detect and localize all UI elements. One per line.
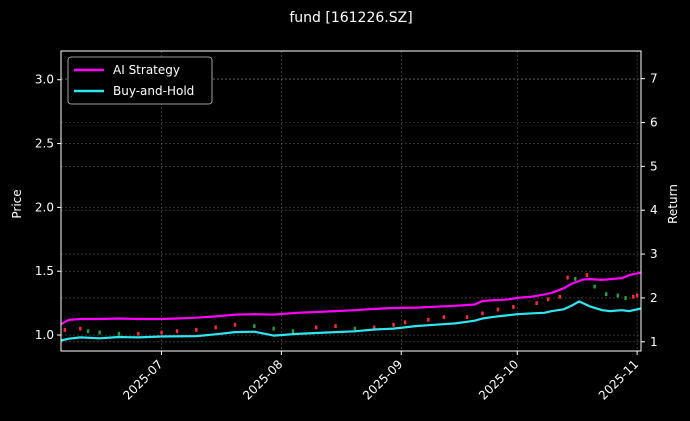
candle bbox=[593, 284, 596, 289]
candle bbox=[403, 320, 407, 325]
series-line-buy-and-hold bbox=[60, 300, 642, 342]
left-ticks: 1.0 1.5 2.0 2.5 3.0 bbox=[35, 73, 61, 342]
x-tick-label: 2025-11 bbox=[596, 357, 641, 402]
legend: AI Strategy Buy-and-Hold bbox=[67, 56, 213, 105]
candle bbox=[272, 326, 275, 331]
candle bbox=[253, 324, 256, 329]
candle bbox=[547, 297, 550, 302]
candle bbox=[558, 294, 561, 299]
candle bbox=[481, 311, 484, 316]
left-tick-label: 2.5 bbox=[35, 137, 54, 151]
candle bbox=[496, 307, 500, 312]
right-tick-label: 6 bbox=[650, 115, 658, 129]
left-axis-title: Price bbox=[10, 189, 24, 218]
candle bbox=[233, 322, 237, 327]
x-tick-label: 2025-08 bbox=[240, 357, 285, 402]
candle bbox=[98, 330, 101, 335]
candle bbox=[334, 324, 337, 329]
right-tick-label: 4 bbox=[650, 203, 658, 217]
candle bbox=[291, 329, 295, 334]
right-ticks: 1 2 3 4 5 6 7 bbox=[641, 72, 658, 349]
candle bbox=[117, 331, 121, 336]
candle bbox=[214, 325, 217, 330]
candle bbox=[624, 296, 627, 300]
right-tick-label: 2 bbox=[650, 291, 658, 305]
left-tick-label: 3.0 bbox=[35, 73, 54, 87]
series-line-ai-strategy bbox=[60, 271, 642, 326]
left-tick-label: 2.0 bbox=[35, 200, 54, 214]
candle bbox=[535, 301, 538, 306]
candle bbox=[195, 328, 198, 332]
gridlines bbox=[61, 51, 641, 351]
right-tick-label: 1 bbox=[650, 335, 658, 349]
candle bbox=[574, 276, 577, 281]
candle bbox=[632, 294, 635, 299]
right-tick-label: 3 bbox=[650, 247, 658, 261]
chart-title: fund [161226.SZ] bbox=[289, 10, 412, 26]
candles bbox=[63, 273, 639, 336]
candle bbox=[63, 328, 67, 332]
candle bbox=[160, 330, 163, 335]
legend-label: AI Strategy bbox=[113, 63, 180, 77]
plot-border bbox=[60, 50, 642, 352]
right-tick-label: 7 bbox=[650, 72, 658, 86]
candle bbox=[315, 325, 318, 330]
candle bbox=[616, 293, 619, 298]
candle bbox=[442, 315, 445, 320]
x-tick-label: 2025-09 bbox=[360, 357, 405, 402]
candle bbox=[635, 293, 639, 298]
right-axis-title: Return bbox=[666, 184, 680, 224]
candle bbox=[373, 325, 376, 330]
candle bbox=[566, 275, 569, 280]
candle bbox=[585, 273, 589, 277]
plot-frame bbox=[60, 50, 642, 352]
left-tick-label: 1.0 bbox=[35, 328, 54, 342]
candle bbox=[137, 331, 140, 336]
candle bbox=[79, 326, 82, 331]
left-tick-label: 1.5 bbox=[35, 264, 54, 278]
candle bbox=[605, 292, 608, 297]
candle bbox=[465, 315, 469, 320]
candle bbox=[392, 322, 395, 327]
x-tick-label: 2025-07 bbox=[120, 357, 165, 402]
candle bbox=[353, 326, 357, 331]
candle bbox=[86, 329, 90, 334]
candle bbox=[512, 305, 515, 309]
candle bbox=[427, 317, 430, 322]
x-ticks: 2025-07 2025-08 2025-09 2025-10 2025-11 bbox=[120, 351, 641, 403]
series-lines bbox=[60, 271, 642, 342]
legend-label: Buy-and-Hold bbox=[113, 84, 194, 98]
x-tick-label: 2025-10 bbox=[476, 357, 521, 402]
right-tick-label: 5 bbox=[650, 159, 658, 173]
candle bbox=[175, 329, 179, 334]
